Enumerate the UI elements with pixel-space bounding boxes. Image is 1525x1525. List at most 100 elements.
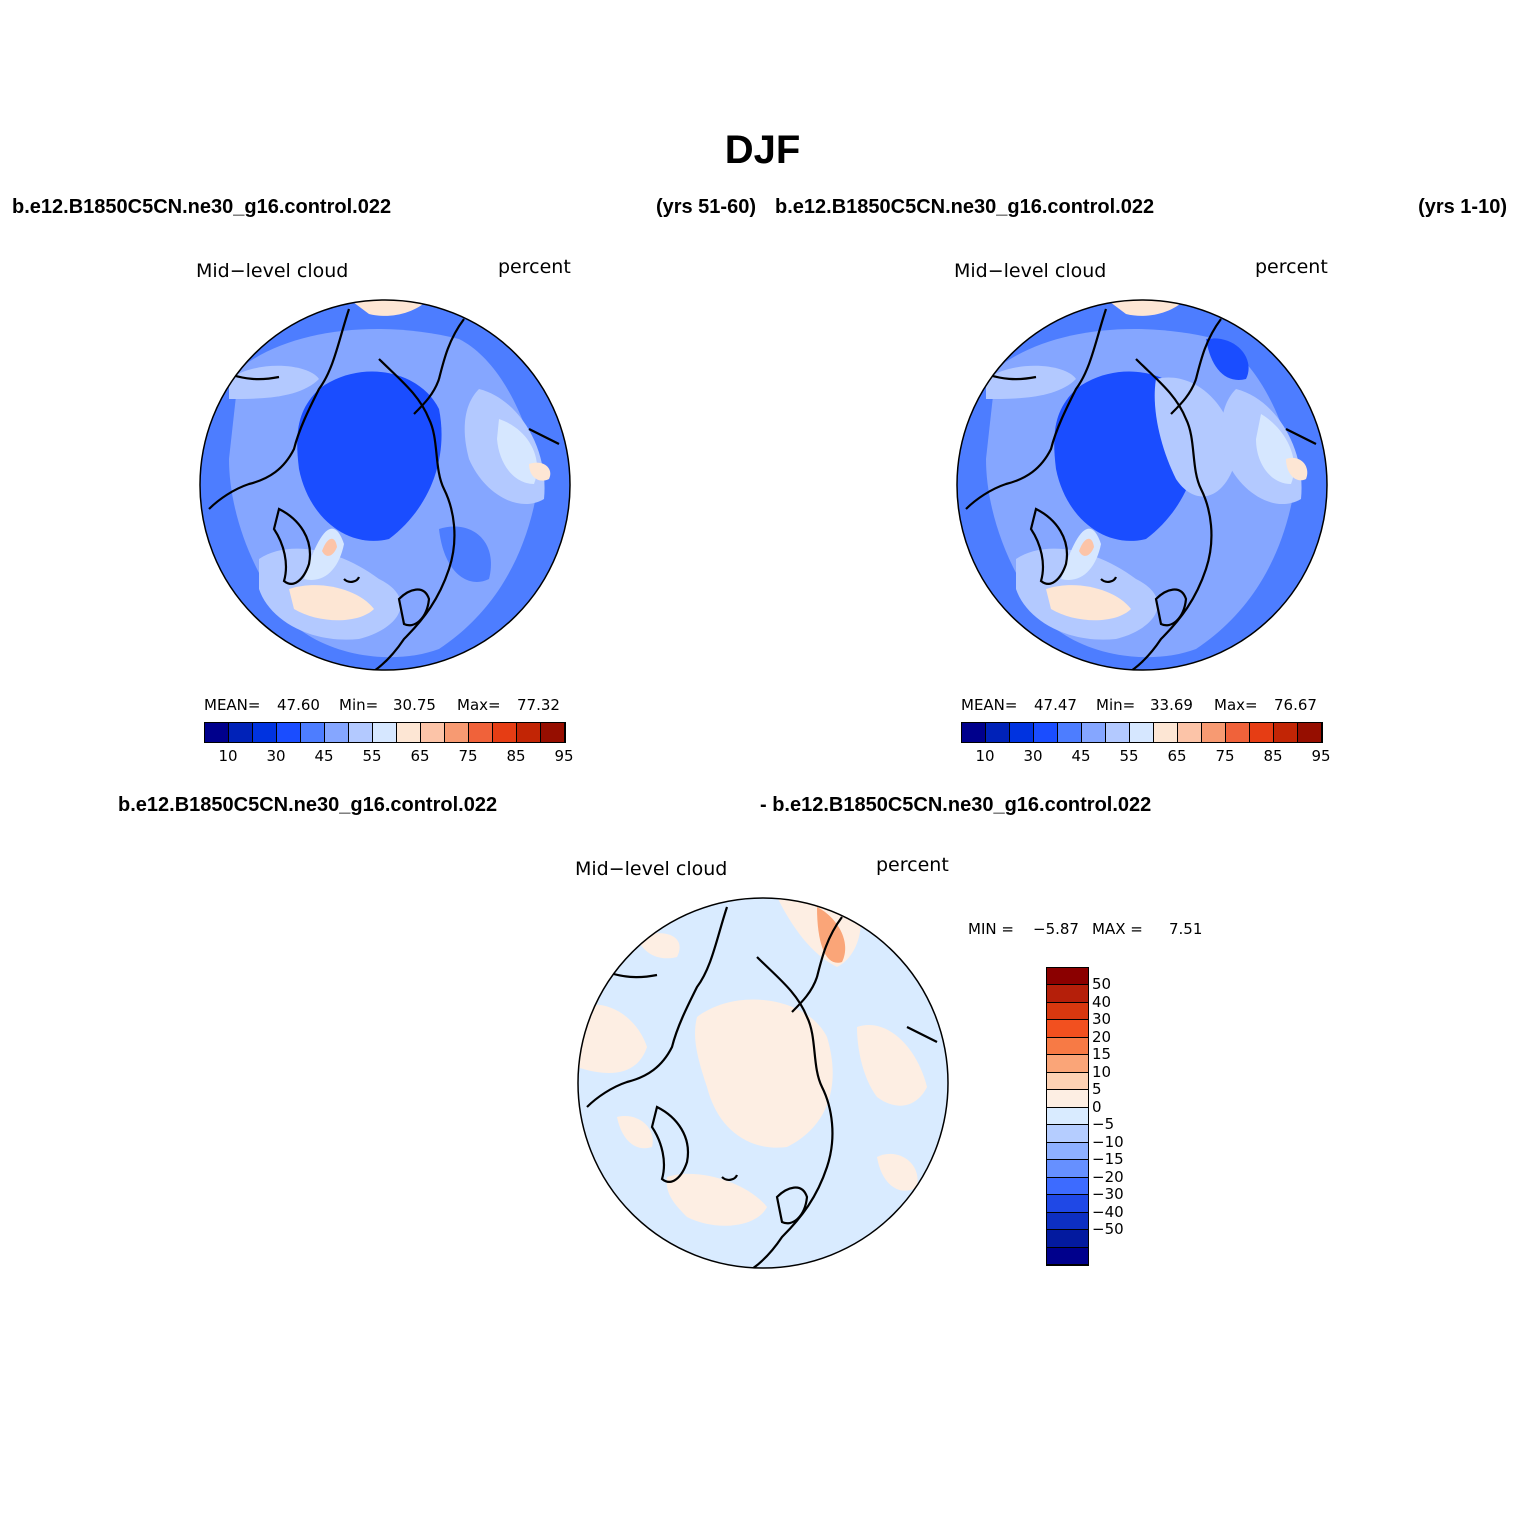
panel2-colorbar-cell	[1106, 723, 1130, 742]
panel1-colorbar-tick-label: 85	[506, 747, 526, 765]
panel1-mean-label: MEAN=	[204, 696, 261, 714]
panel2-units-label: percent	[1255, 256, 1328, 278]
panel3-colorbar	[1046, 967, 1089, 1266]
panel2-colorbar-cell	[1010, 723, 1034, 742]
panel3-min-label: MIN =	[968, 920, 1014, 938]
panel2-mean-value: 47.47	[1034, 696, 1077, 714]
panel3-colorbar-cell	[1047, 1107, 1088, 1126]
panel2-max-value: 76.67	[1274, 696, 1317, 714]
panel3-colorbar-cell	[1047, 1247, 1088, 1265]
panel3-colorbar-cell	[1047, 1142, 1088, 1161]
panel1-mean-value: 47.60	[277, 696, 320, 714]
panel3-colorbar-ticks: 50 40 30 20 15 10 5 0 −5 −10 −15 −20 −30 −40 −50	[1092, 967, 1152, 1264]
panel3-min-value: −5.87	[1033, 920, 1079, 938]
panel3-colorbar-tick-label: 0	[1092, 1097, 1102, 1116]
panel1-colorbar-tick-label: 45	[314, 747, 334, 765]
panel2-variable-label: Mid−level cloud	[954, 260, 1107, 282]
panel1-colorbar-ticks: 10 30 45 55 65 75 85 95	[204, 747, 573, 767]
panel1-colorbar-tick-label: 30	[266, 747, 286, 765]
panel2-colorbar-ticks: 10 30 45 55 65 75 85 95	[961, 747, 1330, 767]
panel3-colorbar-cell	[1047, 1177, 1088, 1196]
panel1-case-name: b.e12.B1850C5CN.ne30_g16.control.022	[12, 196, 392, 218]
panel2-colorbar-tick-label: 10	[975, 747, 995, 765]
panel3-colorbar-cell	[1047, 1212, 1088, 1231]
panel3-colorbar-cell	[1047, 1125, 1088, 1143]
panel2-colorbar	[961, 722, 1323, 743]
panel2-colorbar-cell	[1154, 723, 1178, 742]
panel1-min-label: Min=	[339, 696, 379, 714]
panel1-units-label: percent	[498, 256, 571, 278]
panel2-min-label: Min=	[1096, 696, 1136, 714]
panel3-colorbar-cell	[1047, 1230, 1088, 1248]
panel2-colorbar-cell	[962, 723, 986, 742]
panel3-colorbar-tick-label: 5	[1092, 1080, 1102, 1099]
panel2-colorbar-cell	[986, 723, 1010, 742]
panel2-polar-map	[956, 299, 1328, 671]
panel2-colorbar-cell	[1250, 723, 1274, 742]
panel3-case-name-left: b.e12.B1850C5CN.ne30_g16.control.022	[118, 794, 498, 816]
panel2-colorbar-tick-label: 45	[1071, 747, 1091, 765]
panel2-mean-label: MEAN=	[961, 696, 1018, 714]
panel3-max-label: MAX =	[1092, 920, 1143, 938]
panel1-variable-label: Mid−level cloud	[196, 260, 349, 282]
panel1-colorbar-cell	[541, 723, 565, 742]
panel3-colorbar-cell	[1047, 1037, 1088, 1056]
panel3-colorbar-tick-label: 10	[1092, 1062, 1112, 1081]
panel3-colorbar-cell	[1047, 1195, 1088, 1213]
panel3-colorbar-cell	[1047, 1160, 1088, 1178]
panel3-colorbar-tick-label: −20	[1092, 1167, 1124, 1186]
panel3-case-name-right: - b.e12.B1850C5CN.ne30_g16.control.022	[760, 794, 1152, 816]
panel3-colorbar-tick-label: 40	[1092, 992, 1112, 1011]
panel2-colorbar-cell	[1274, 723, 1298, 742]
panel2-colorbar-tick-label: 85	[1263, 747, 1283, 765]
panel3-colorbar-tick-label: 15	[1092, 1045, 1112, 1064]
panel3-max-value: 7.51	[1169, 920, 1203, 938]
panel2-case-name: b.e12.B1850C5CN.ne30_g16.control.022	[775, 196, 1155, 218]
panel1-colorbar-cell	[229, 723, 253, 742]
panel1-max-value: 77.32	[517, 696, 560, 714]
panel1-colorbar-cell	[445, 723, 469, 742]
panel2-colorbar-cell	[1298, 723, 1322, 742]
panel2-colorbar-tick-label: 55	[1119, 747, 1139, 765]
panel2-colorbar-cell	[1202, 723, 1226, 742]
panel2-colorbar-cell	[1034, 723, 1058, 742]
panel2-colorbar-tick-label: 95	[1311, 747, 1331, 765]
panel3-colorbar-tick-label: −15	[1092, 1150, 1124, 1169]
panel2-colorbar-cell	[1082, 723, 1106, 742]
panel3-colorbar-tick-label: 20	[1092, 1027, 1112, 1046]
panel3-colorbar-cell	[1047, 1020, 1088, 1038]
panel1-colorbar-cell	[493, 723, 517, 742]
panel2-colorbar-tick-label: 75	[1215, 747, 1235, 765]
panel3-difference-map	[577, 897, 949, 1269]
panel1-colorbar-cell	[301, 723, 325, 742]
panel3-colorbar-cell	[1047, 1090, 1088, 1108]
panel3-colorbar-cell	[1047, 985, 1088, 1003]
panel3-variable-label: Mid−level cloud	[575, 858, 728, 880]
panel2-min-value: 33.69	[1150, 696, 1193, 714]
panel1-colorbar-cell	[373, 723, 397, 742]
panel3-colorbar-tick-label: −10	[1092, 1132, 1124, 1151]
panel3-colorbar-tick-label: −50	[1092, 1220, 1124, 1239]
panel1-polar-map	[199, 299, 571, 671]
panel3-colorbar-cell	[1047, 1072, 1088, 1091]
panel3-colorbar-tick-label: 30	[1092, 1010, 1112, 1029]
panel1-colorbar-cell	[421, 723, 445, 742]
panel3-units-label: percent	[876, 854, 949, 876]
panel1-colorbar-cell	[253, 723, 277, 742]
panel1-colorbar-cell	[205, 723, 229, 742]
panel2-colorbar-tick-label: 30	[1023, 747, 1043, 765]
panel2-colorbar-cell	[1130, 723, 1154, 742]
panel3-colorbar-tick-label: −30	[1092, 1185, 1124, 1204]
panel3-colorbar-tick-label: 50	[1092, 975, 1112, 994]
panel1-colorbar-cell	[349, 723, 373, 742]
panel1-colorbar-tick-label: 65	[410, 747, 430, 765]
panel2-colorbar-cell	[1058, 723, 1082, 742]
panel1-colorbar-tick-label: 55	[362, 747, 382, 765]
panel1-colorbar	[204, 722, 566, 743]
panel2-colorbar-tick-label: 65	[1167, 747, 1187, 765]
panel2-years: (yrs 1-10)	[1418, 196, 1507, 218]
panel3-colorbar-tick-label: −40	[1092, 1202, 1124, 1221]
figure-title: DJF	[724, 128, 801, 172]
panel2-colorbar-cell	[1178, 723, 1202, 742]
panel1-colorbar-tick-label: 75	[458, 747, 478, 765]
